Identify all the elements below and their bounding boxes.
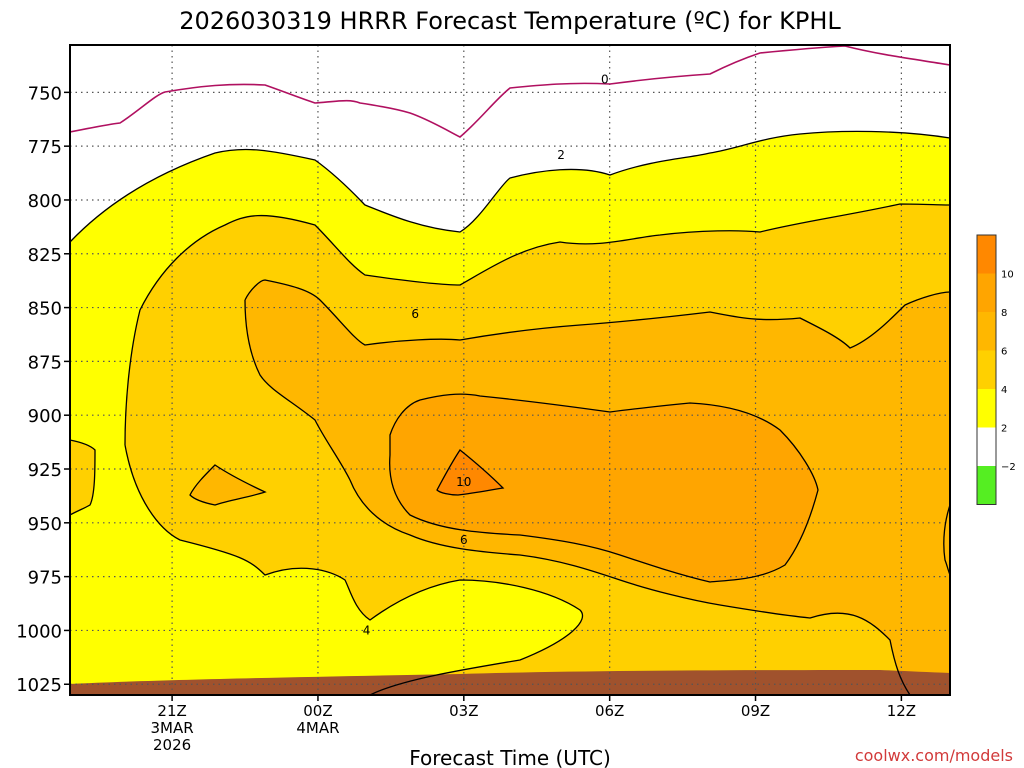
- x-tick-label: 21Z: [157, 702, 186, 720]
- contour-8: [389, 393, 819, 583]
- contour-label: 4: [363, 623, 371, 637]
- colorbar-tick-label: 4: [1001, 385, 1007, 396]
- contour-6-left: [189, 464, 267, 506]
- colorbar-band: [977, 273, 996, 312]
- contour-lines: [70, 45, 950, 695]
- x-tick-label: 12Z: [887, 702, 916, 720]
- colorbar-band: [977, 466, 996, 505]
- x-tick-label: 09Z: [741, 702, 770, 720]
- y-tick-label: 825: [28, 245, 62, 266]
- colorbar: 10 8 6 4 2 −2: [976, 234, 1016, 505]
- colorbar-tick-label: 6: [1001, 347, 1007, 358]
- colorbar-band: [977, 312, 996, 351]
- contour-4: [124, 203, 950, 695]
- x-tick-label: 3MAR: [151, 719, 194, 737]
- colorbar-tick-label: 8: [1001, 308, 1007, 319]
- colorbar-tick-label: 10: [1001, 270, 1014, 281]
- y-tick-label: 950: [28, 514, 62, 535]
- band-6-8-left: [190, 465, 265, 505]
- grid-lines: [70, 45, 950, 695]
- contour-label: 10: [456, 475, 471, 489]
- x-axis-label: Forecast Time (UTC): [409, 746, 611, 768]
- colorbar-frame: [976, 234, 997, 505]
- colorbar-band: [977, 427, 996, 466]
- plot-frame: [69, 44, 951, 696]
- y-tick-label: 775: [28, 137, 62, 158]
- plot-area: [70, 131, 950, 695]
- contour-6-right-edge: [943, 504, 950, 576]
- contour-labels: 0 2 6 10 6 4: [363, 72, 609, 637]
- ground-fill: [70, 670, 950, 695]
- contour-label: 6: [460, 533, 468, 547]
- contour-4-left-edge: [70, 439, 96, 516]
- y-tick-label: 925: [28, 460, 62, 481]
- y-tick-label: 750: [28, 83, 62, 104]
- contour-0: [70, 45, 950, 138]
- y-tick-label: 975: [28, 568, 62, 589]
- contour-label: 0: [601, 72, 609, 86]
- x-tick-label: 2026: [153, 736, 191, 754]
- colorbar-band: [977, 350, 996, 389]
- contour-2: [70, 130, 950, 243]
- contour-10: [436, 449, 505, 496]
- credit-text: coolwx.com/models: [855, 746, 1013, 765]
- x-tick-label: 06Z: [595, 702, 624, 720]
- x-tick-label: 03Z: [449, 702, 478, 720]
- x-tick-label: 00Z: [303, 702, 332, 720]
- colorbar-band: [977, 389, 996, 428]
- band-4-6-left-edge: [70, 440, 95, 515]
- y-tick-label: 800: [28, 191, 62, 212]
- band-8-10: [389, 394, 818, 582]
- colorbar-band: [977, 235, 996, 274]
- contour-6: [244, 279, 950, 695]
- x-tick-label: 4MAR: [296, 719, 339, 737]
- y-tick-label: 1000: [16, 621, 62, 642]
- colorbar-tick-label: 2: [1001, 424, 1007, 435]
- y-tick-label: 1025: [16, 675, 62, 696]
- colorbar-tick-label: −2: [1001, 462, 1016, 473]
- y-axis: 750 775 800 825 850 875 900 925 950 975 1000 1025: [16, 83, 70, 696]
- contour-label: 6: [411, 307, 419, 321]
- y-tick-label: 875: [28, 352, 62, 373]
- chart-title: 2026030319 HRRR Forecast Temperature (ºC…: [179, 7, 841, 35]
- y-tick-label: 850: [28, 299, 62, 320]
- contour-label: 2: [557, 148, 565, 162]
- y-tick-label: 900: [28, 406, 62, 427]
